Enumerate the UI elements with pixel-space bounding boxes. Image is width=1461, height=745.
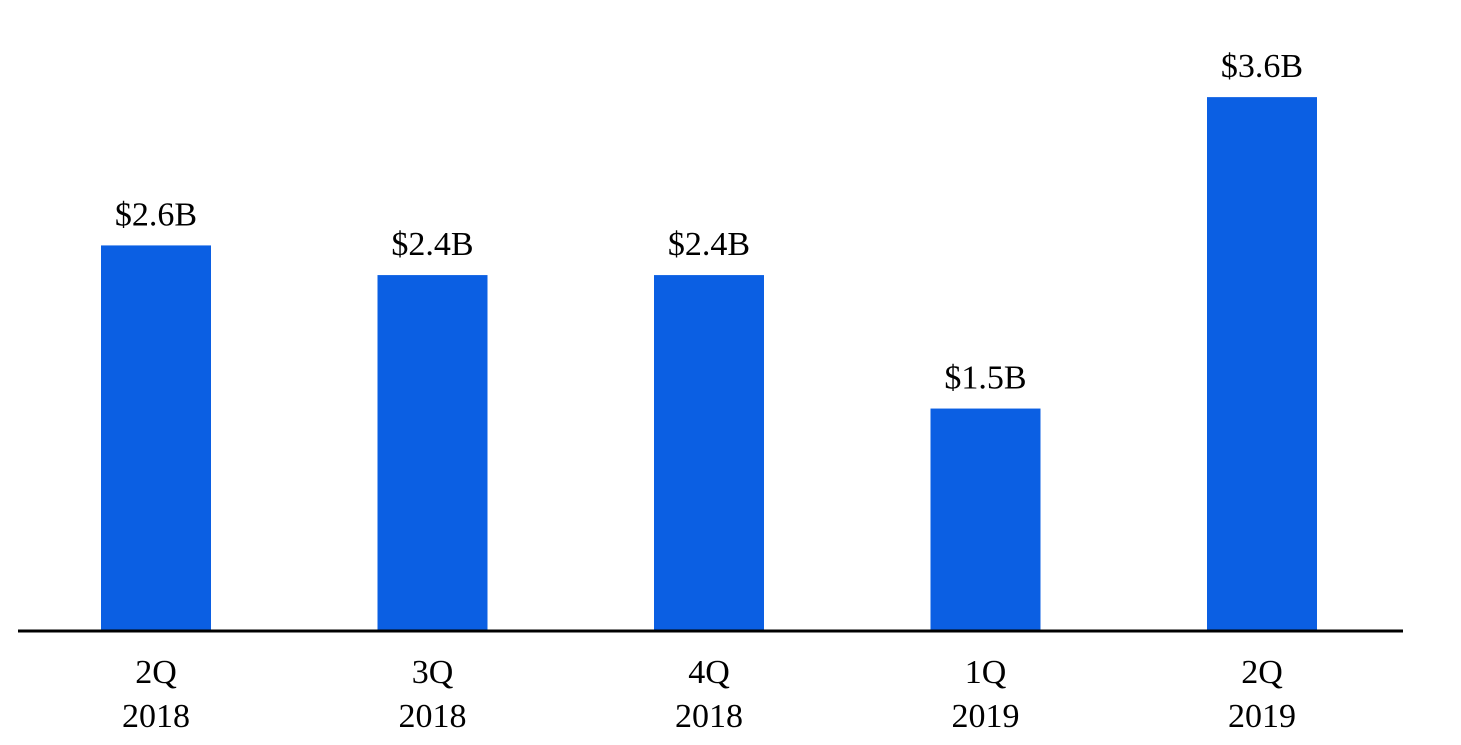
x-tick-label-quarter: 2Q [1241, 654, 1283, 691]
data-label-1: $2.6B [115, 196, 197, 233]
x-tick-label-quarter: 3Q [412, 654, 454, 691]
x-tick-label-year: 2018 [122, 698, 190, 735]
bar-5 [1207, 97, 1317, 632]
data-label-5: $3.6B [1221, 48, 1303, 85]
x-tick-label-quarter: 1Q [965, 654, 1007, 691]
data-labels-layer: $2.6B $2.4B $2.4B $1.5B $3.6B [115, 48, 1303, 396]
bar-3 [654, 275, 764, 631]
bar-2 [377, 275, 488, 631]
x-tick-label-1: 2Q 2018 [122, 654, 190, 735]
x-tick-label-quarter: 4Q [688, 654, 730, 691]
bars-layer [101, 97, 1317, 632]
x-tick-label-3: 4Q 2018 [675, 654, 743, 735]
x-tick-label-year: 2019 [952, 698, 1020, 735]
x-tick-label-year: 2019 [1228, 698, 1296, 735]
x-tick-labels-layer: 2Q 2018 3Q 2018 4Q 2018 1Q 2019 2Q 2019 [122, 654, 1296, 735]
x-tick-label-year: 2018 [399, 698, 467, 735]
data-label-3: $2.4B [668, 226, 750, 263]
bar-4 [930, 408, 1041, 631]
data-label-4: $1.5B [944, 360, 1026, 397]
data-label-2: $2.4B [391, 226, 473, 263]
x-tick-label-quarter: 2Q [135, 654, 177, 691]
x-tick-label-year: 2018 [675, 698, 743, 735]
x-tick-label-4: 1Q 2019 [952, 654, 1020, 735]
x-tick-label-5: 2Q 2019 [1228, 654, 1296, 735]
bar-1 [101, 245, 211, 632]
x-tick-label-2: 3Q 2018 [399, 654, 467, 735]
